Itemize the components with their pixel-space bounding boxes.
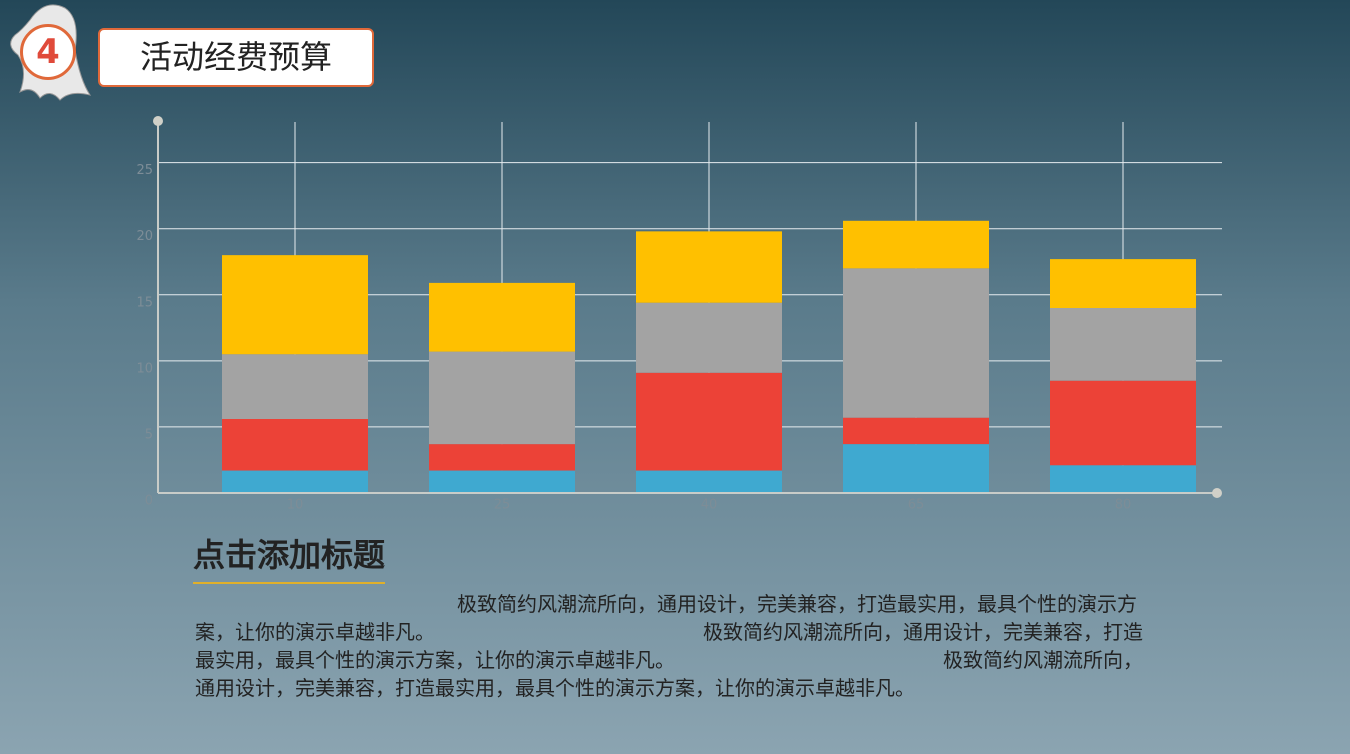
bar-segment	[429, 351, 575, 445]
x-tick-label: 40	[701, 498, 718, 513]
x-tick-label: 80	[1115, 498, 1132, 513]
bar-segment	[429, 282, 575, 352]
bar-segment	[1050, 259, 1196, 308]
bar-segment	[636, 470, 782, 493]
bar-segment	[429, 444, 575, 471]
x-tick-label: 10	[287, 498, 304, 513]
axis-end	[153, 116, 163, 126]
bar-segment	[1050, 308, 1196, 381]
slide-title: 活动经费预算	[98, 28, 374, 87]
y-tick-label: 10	[136, 361, 153, 376]
bar-segment	[843, 220, 989, 269]
y-tick-label: 0	[145, 494, 153, 509]
axis-end	[1212, 488, 1222, 498]
y-tick-label: 20	[136, 229, 153, 244]
bar-segment	[843, 444, 989, 493]
bar-segment	[843, 417, 989, 445]
bar-segment	[843, 268, 989, 418]
bar-segment	[636, 372, 782, 471]
sentence: 极致简约风潮流所向，通用设计，完美兼容，打造最实用，最具个性的演示方案，让你的演…	[195, 648, 1143, 700]
bar-segment	[222, 354, 368, 419]
section-number: 4	[20, 24, 76, 80]
sentence: 极致简约风潮流所向，通用设计，完美兼容，打造最实用，最具个性的演示方案，让你的演…	[195, 620, 1143, 672]
bar-segment	[1050, 465, 1196, 493]
bar-segment	[222, 470, 368, 493]
paragraph: 极致简约风潮流所向，通用设计，完美兼容，打造最实用，最具个性的演示方案，让你的演…	[195, 590, 1160, 702]
bar-segment	[222, 419, 368, 471]
bar-segment	[222, 255, 368, 355]
x-tick-label: 25	[494, 498, 511, 513]
bar-segment	[1050, 380, 1196, 466]
bar-segment	[429, 470, 575, 493]
chart: 0 5 10 15 20 25 10 25 40 65 80	[136, 116, 1222, 513]
y-tick-label: 5	[145, 427, 153, 442]
y-tick-label: 15	[136, 295, 153, 310]
x-tick-label: 65	[908, 498, 925, 513]
y-tick-label: 25	[136, 163, 153, 178]
subtitle: 点击添加标题	[193, 530, 386, 584]
bar-segment	[636, 302, 782, 373]
bar-segment	[636, 231, 782, 303]
sentence: 极致简约风潮流所向，通用设计，完美兼容，打造最实用，最具个性的演示方案，让你的演…	[195, 592, 1137, 644]
